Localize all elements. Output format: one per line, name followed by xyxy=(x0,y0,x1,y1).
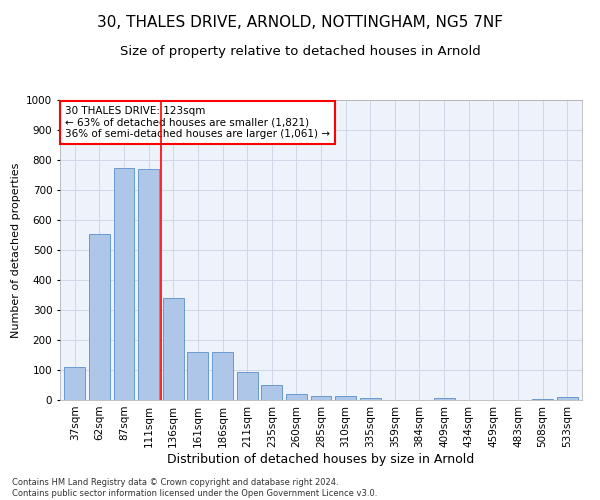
Bar xyxy=(311,396,331,400)
Bar xyxy=(113,168,134,400)
Bar xyxy=(236,372,257,400)
Bar xyxy=(187,352,208,400)
Bar xyxy=(360,398,381,400)
Bar xyxy=(163,298,184,400)
Bar xyxy=(212,352,233,400)
X-axis label: Distribution of detached houses by size in Arnold: Distribution of detached houses by size … xyxy=(167,452,475,466)
Y-axis label: Number of detached properties: Number of detached properties xyxy=(11,162,20,338)
Bar xyxy=(89,234,110,400)
Bar xyxy=(557,397,578,400)
Text: 30, THALES DRIVE, ARNOLD, NOTTINGHAM, NG5 7NF: 30, THALES DRIVE, ARNOLD, NOTTINGHAM, NG… xyxy=(97,15,503,30)
Text: 30 THALES DRIVE: 123sqm
← 63% of detached houses are smaller (1,821)
36% of semi: 30 THALES DRIVE: 123sqm ← 63% of detache… xyxy=(65,106,330,139)
Bar xyxy=(434,398,455,400)
Bar xyxy=(286,394,307,400)
Bar xyxy=(335,396,356,400)
Bar xyxy=(532,398,553,400)
Text: Size of property relative to detached houses in Arnold: Size of property relative to detached ho… xyxy=(119,45,481,58)
Text: Contains HM Land Registry data © Crown copyright and database right 2024.
Contai: Contains HM Land Registry data © Crown c… xyxy=(12,478,377,498)
Bar xyxy=(64,367,85,400)
Bar xyxy=(261,385,282,400)
Bar xyxy=(138,169,159,400)
